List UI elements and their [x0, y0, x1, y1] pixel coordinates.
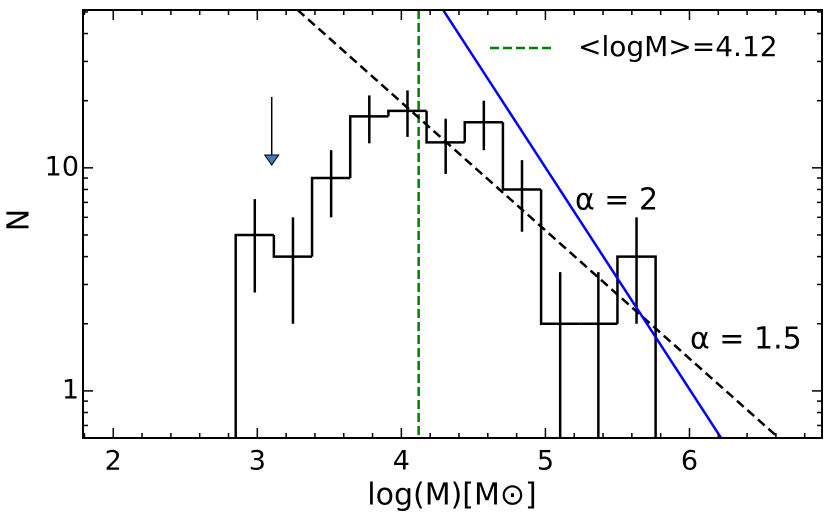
power-law-line: [296, 10, 780, 438]
histogram-bin: [501, 122, 542, 191]
histogram-bin: [387, 109, 427, 117]
line-label: α = 2: [575, 183, 658, 218]
histogram-bin: [310, 176, 351, 257]
y-tick-label: 1: [62, 374, 79, 405]
histogram-bin: [348, 115, 389, 179]
plot-frame: [82, 9, 823, 439]
histogram-bin: [234, 233, 274, 438]
line-label: α = 1.5: [690, 322, 802, 357]
x-tick-label: 3: [249, 446, 266, 477]
y-axis-label: N: [2, 209, 37, 231]
y-tick-label: 10: [45, 151, 79, 182]
x-axis-label: log(M)[M⊙]: [367, 478, 536, 513]
arrow-head: [263, 154, 280, 166]
histogram-bin: [463, 121, 503, 143]
legend-label: <logM>=4.12: [578, 30, 778, 63]
x-tick-label: 6: [681, 446, 698, 477]
x-tick-label: 2: [105, 446, 122, 477]
x-tick-label: 4: [393, 446, 410, 477]
histogram-bin: [425, 110, 465, 144]
histogram-bin: [539, 189, 580, 326]
power-law-line: [442, 10, 723, 438]
histogram-bin: [272, 234, 313, 258]
plot-area: [234, 10, 780, 438]
x-tick-label: 5: [537, 446, 554, 477]
upper-limit-arrow: [263, 96, 280, 166]
